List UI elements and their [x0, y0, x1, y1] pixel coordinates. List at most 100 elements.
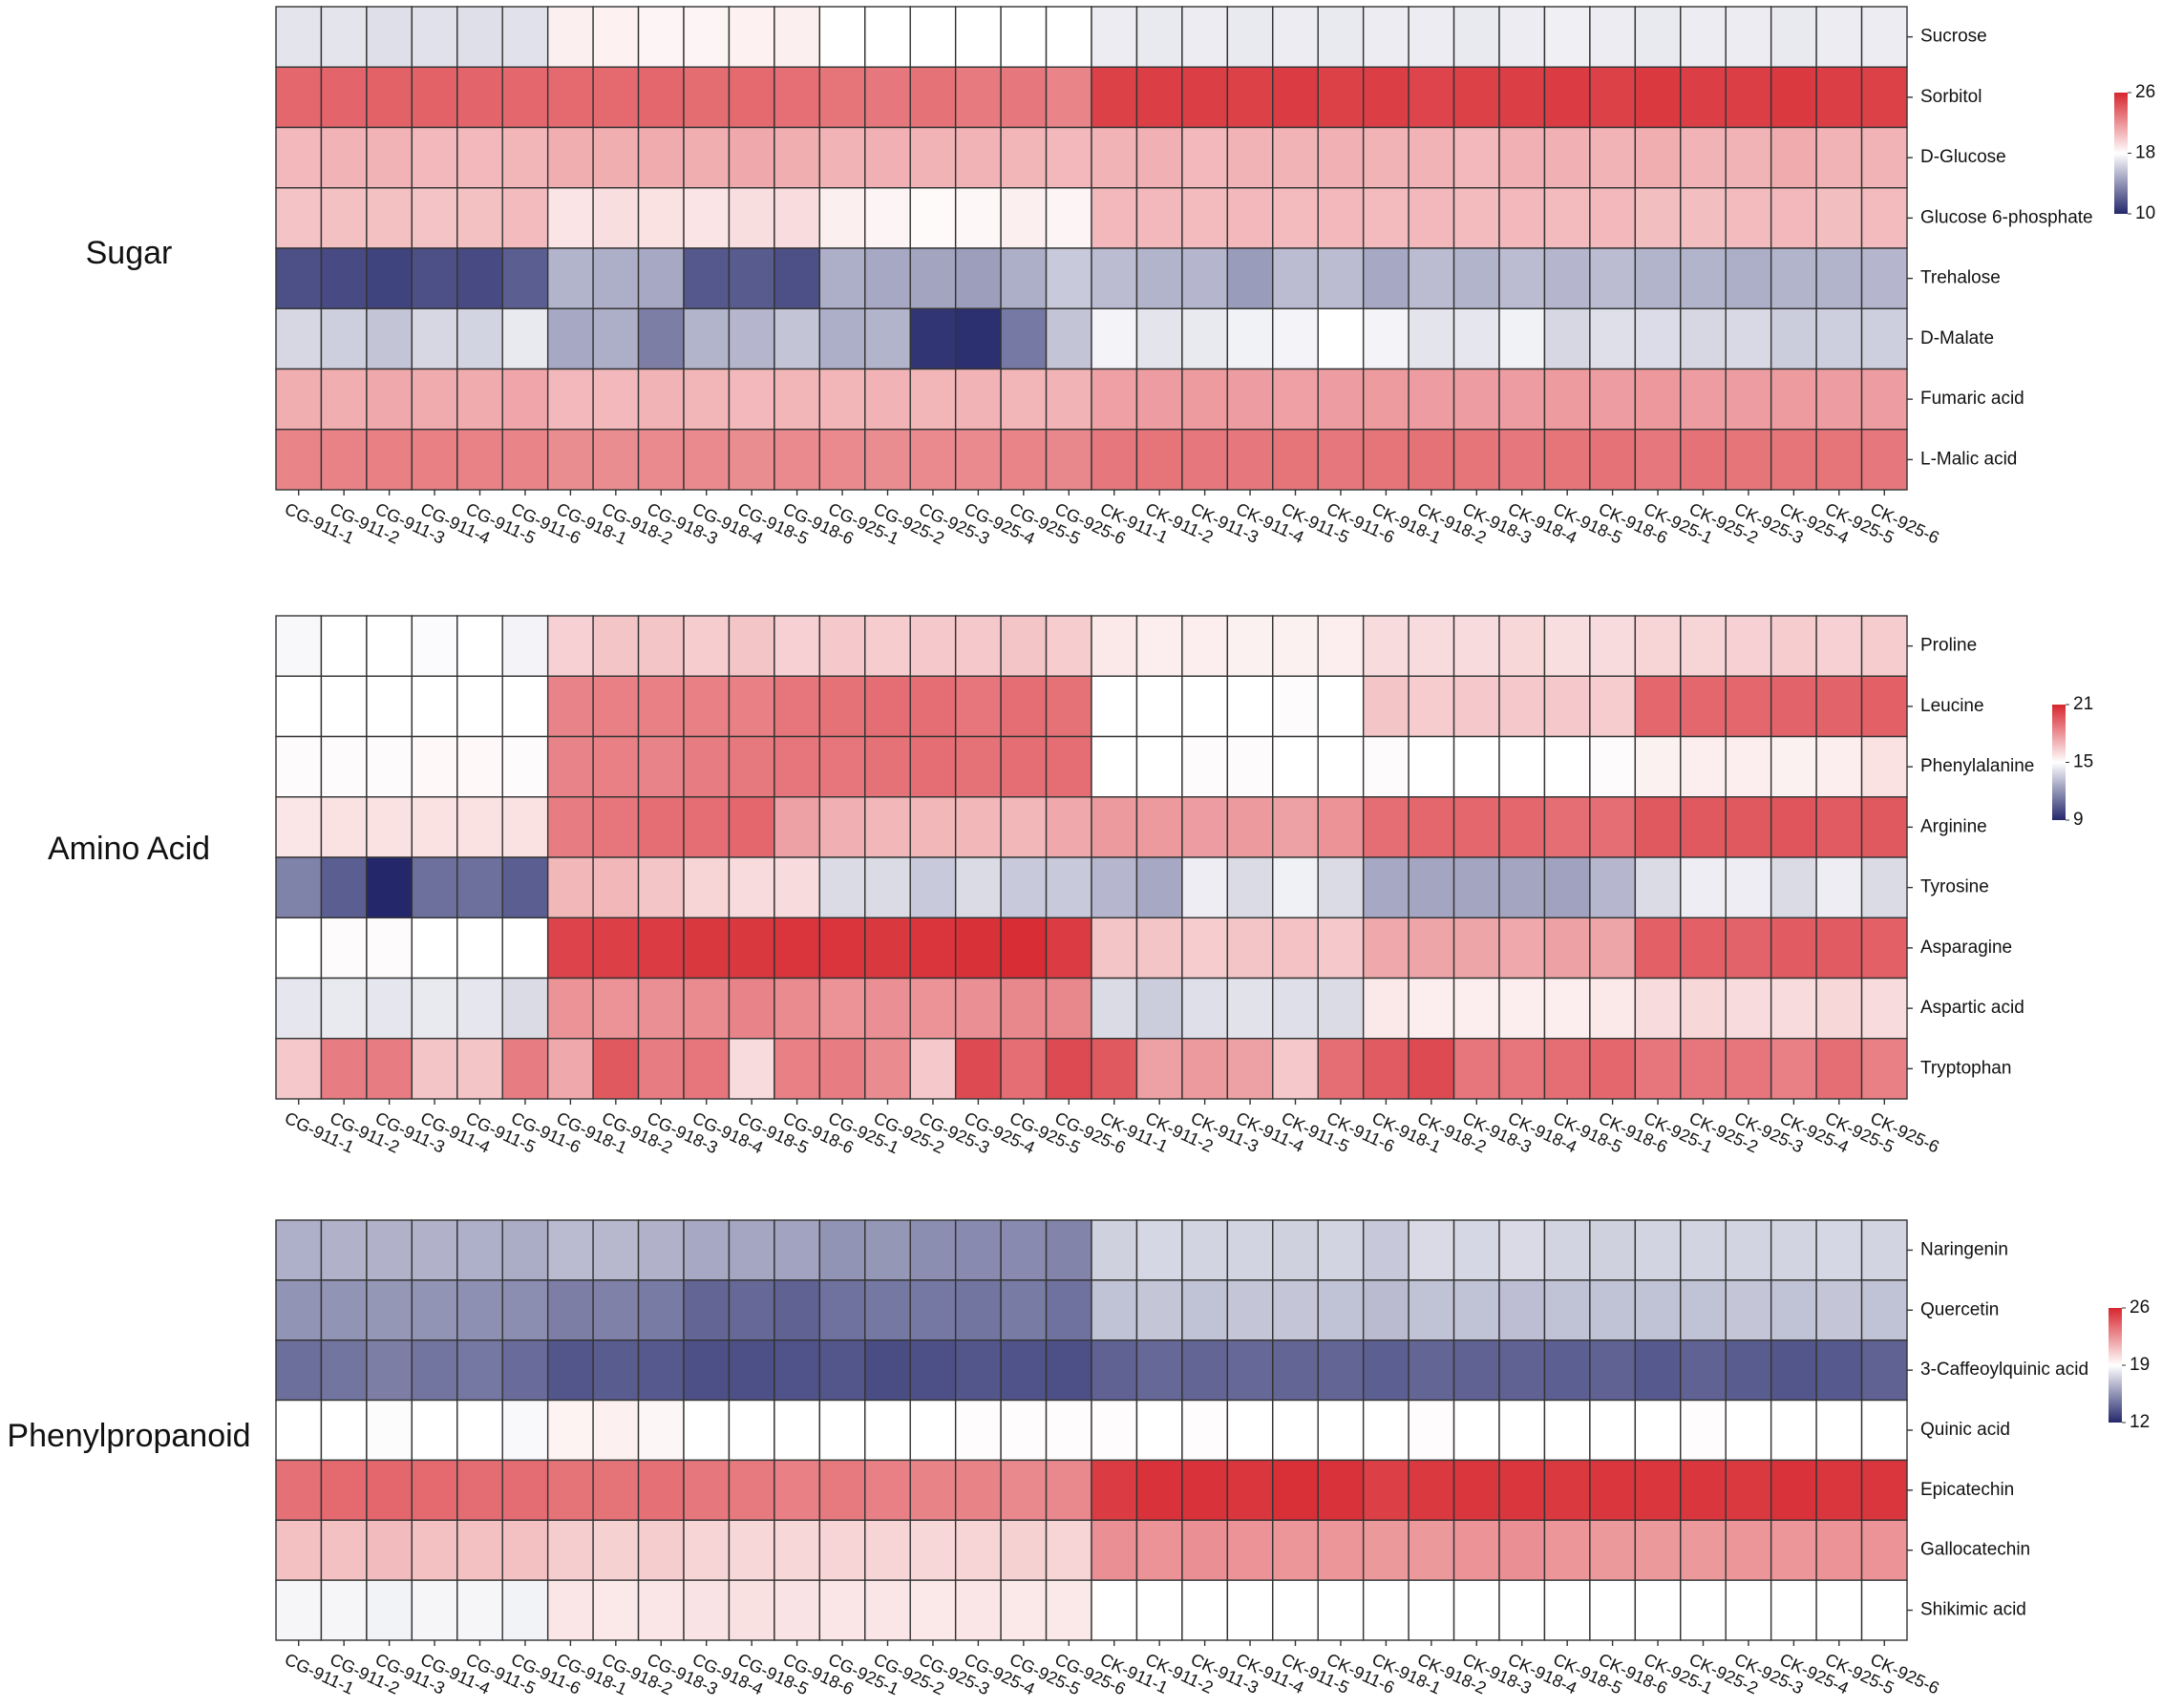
- heatmap-cell: [1815, 247, 1863, 309]
- heatmap-cell: [1362, 187, 1410, 249]
- row-label: Phenylalanine: [1920, 756, 2034, 776]
- heatmap-cell: [1226, 917, 1274, 980]
- heatmap-cell: [1543, 615, 1591, 677]
- heatmap-cell: [1135, 1219, 1183, 1281]
- heatmap-cell: [366, 247, 413, 309]
- heatmap-cell: [1589, 1279, 1637, 1341]
- heatmap-cell: [637, 1339, 685, 1402]
- heatmap-cell: [456, 126, 503, 189]
- colorbar-label: 26: [2130, 1297, 2150, 1318]
- heatmap-cell: [592, 368, 640, 431]
- heatmap-cell: [683, 856, 731, 918]
- heatmap-cell: [1680, 307, 1727, 370]
- heatmap-cell: [1408, 1339, 1455, 1402]
- heatmap-cell: [546, 1459, 594, 1521]
- heatmap-cell: [1045, 1339, 1092, 1402]
- heatmap-cell: [1498, 675, 1546, 738]
- heatmap-cell: [411, 66, 458, 129]
- heatmap-cell: [456, 735, 503, 798]
- heatmap-cell: [864, 1399, 911, 1462]
- heatmap-cell: [728, 1519, 775, 1581]
- heatmap-cell: [1408, 6, 1455, 68]
- heatmap-cell: [1770, 796, 1817, 858]
- heatmap-cell: [275, 856, 323, 918]
- heatmap-cell: [411, 1519, 458, 1581]
- heatmap-cell: [1498, 126, 1546, 189]
- heatmap-cell: [592, 247, 640, 309]
- heatmap-cell: [1272, 1219, 1319, 1281]
- heatmap-cell: [1860, 1519, 1908, 1581]
- heatmap-cell: [1452, 126, 1500, 189]
- heatmap-cell: [1000, 1519, 1048, 1581]
- heatmap-cell: [954, 917, 1002, 980]
- heatmap-cell: [1725, 429, 1772, 491]
- heatmap-cell: [1272, 856, 1319, 918]
- heatmap-cell: [818, 615, 866, 677]
- heatmap-cell: [456, 796, 503, 858]
- heatmap-cell: [1091, 615, 1138, 677]
- heatmap-cell: [728, 615, 775, 677]
- heatmap-cell: [1589, 1459, 1637, 1521]
- heatmap-cell: [1589, 796, 1637, 858]
- heatmap-cell: [1135, 66, 1183, 129]
- heatmap-cell: [637, 1579, 685, 1641]
- row-label: Glucose 6-phosphate: [1920, 207, 2093, 227]
- heatmap-cell: [1815, 1279, 1863, 1341]
- heatmap-cell: [1860, 1579, 1908, 1641]
- heatmap-cell: [1860, 368, 1908, 431]
- heatmap-cell: [1680, 917, 1727, 980]
- heatmap-cell: [275, 6, 323, 68]
- heatmap-cell: [1860, 735, 1908, 798]
- heatmap-cell: [1362, 126, 1410, 189]
- heatmap-cell: [1452, 1459, 1500, 1521]
- heatmap-cell: [728, 1399, 775, 1462]
- heatmap-cell: [1272, 796, 1319, 858]
- heatmap-cell: [501, 977, 549, 1040]
- heatmap-cell: [909, 1519, 957, 1581]
- heatmap-cell: [501, 1279, 549, 1341]
- heatmap-cell: [1317, 1038, 1365, 1100]
- heatmap-cell: [456, 1399, 503, 1462]
- row-label: D-Glucose: [1920, 147, 2006, 167]
- heatmap-cell: [1135, 977, 1183, 1040]
- heatmap-cell: [1408, 1519, 1455, 1581]
- heatmap-cell: [728, 735, 775, 798]
- heatmap-cell: [1543, 6, 1591, 68]
- heatmap-cell: [1815, 429, 1863, 491]
- heatmap-cell: [320, 247, 368, 309]
- heatmap-cell: [546, 429, 594, 491]
- heatmap-cell: [456, 675, 503, 738]
- heatmap-cell: [1634, 1279, 1682, 1341]
- heatmap-cell: [1408, 368, 1455, 431]
- heatmap-cell: [1452, 1399, 1500, 1462]
- heatmap-cell: [909, 187, 957, 249]
- heatmap-cell: [592, 1519, 640, 1581]
- heatmap-cell: [1317, 1339, 1365, 1402]
- heatmap-cell: [546, 66, 594, 129]
- heatmap-cell: [1045, 735, 1092, 798]
- heatmap-cell: [683, 1399, 731, 1462]
- heatmap-cell: [1452, 615, 1500, 677]
- heatmap-cell: [1860, 615, 1908, 677]
- heatmap-cell: [411, 735, 458, 798]
- heatmap-cell: [1317, 368, 1365, 431]
- heatmap-cell: [592, 977, 640, 1040]
- heatmap-cell: [683, 247, 731, 309]
- row-label: Trehalose: [1920, 268, 2001, 288]
- heatmap-cell: [1589, 429, 1637, 491]
- heatmap-cell: [320, 1279, 368, 1341]
- heatmap-cell: [774, 187, 821, 249]
- heatmap-cell: [637, 1399, 685, 1462]
- heatmap-cell: [320, 6, 368, 68]
- heatmap-cell: [1000, 675, 1048, 738]
- heatmap-cell: [1815, 1038, 1863, 1100]
- heatmap-cell: [954, 977, 1002, 1040]
- heatmap-cell: [1181, 126, 1229, 189]
- heatmap-cell: [366, 796, 413, 858]
- heatmap-cell: [546, 615, 594, 677]
- heatmap-cell: [864, 368, 911, 431]
- heatmap-cell: [1135, 1279, 1183, 1341]
- heatmap-cell: [1860, 675, 1908, 738]
- heatmap-cell: [1408, 856, 1455, 918]
- heatmap-cell: [818, 977, 866, 1040]
